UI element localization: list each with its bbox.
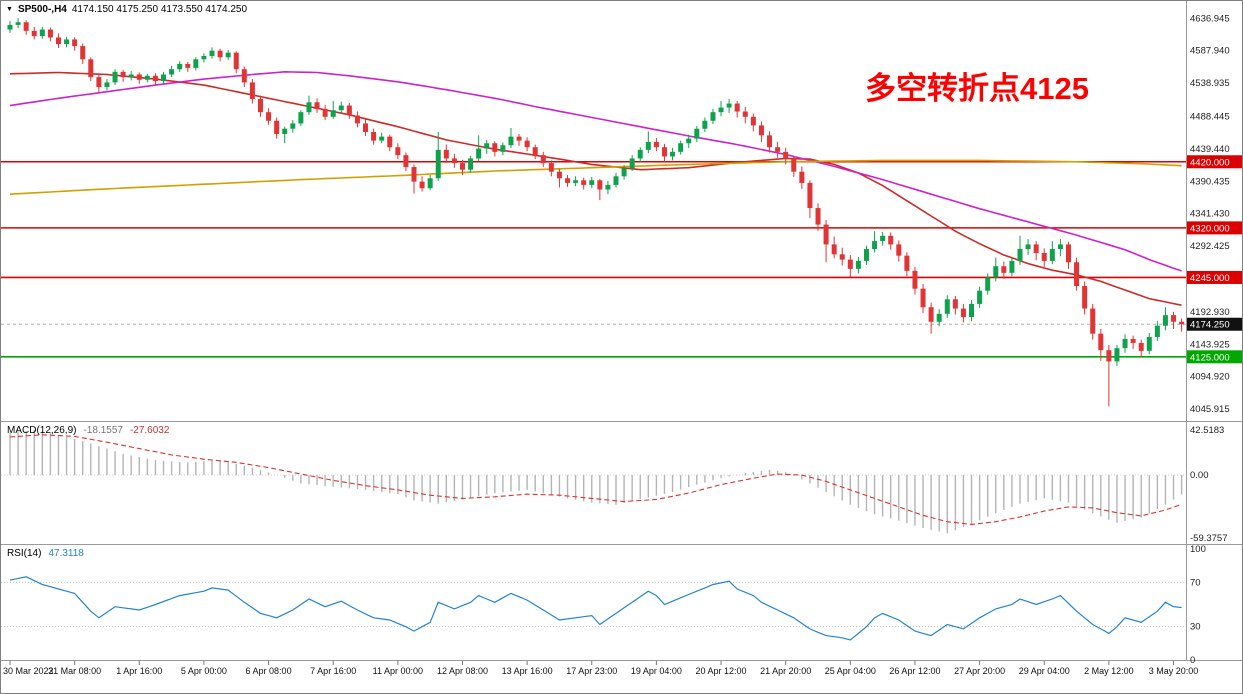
annotation-text: 多空转折点4125 bbox=[865, 71, 1089, 106]
rsi-value: 47.3118 bbox=[48, 548, 84, 559]
svg-text:42.5183: 42.5183 bbox=[1190, 425, 1224, 436]
svg-text:30: 30 bbox=[1190, 622, 1201, 633]
svg-text:4636.945: 4636.945 bbox=[1190, 13, 1230, 24]
svg-text:2 May 12:00: 2 May 12:00 bbox=[1084, 666, 1134, 676]
svg-text:26 Apr 12:00: 26 Apr 12:00 bbox=[889, 666, 940, 676]
svg-text:5 Apr 00:00: 5 Apr 00:00 bbox=[181, 666, 227, 676]
svg-text:30 Mar 2022: 30 Mar 2022 bbox=[3, 666, 54, 676]
rsi-line bbox=[9, 576, 1182, 641]
date-axis-labels: 30 Mar 202231 Mar 08:00 1 Apr 16:00 5 Apr … bbox=[3, 661, 1198, 676]
svg-text:100: 100 bbox=[1190, 544, 1206, 555]
svg-text:4125.000: 4125.000 bbox=[1190, 352, 1230, 363]
price-axis[interactable] bbox=[1187, 1, 1243, 661]
moving-averages bbox=[9, 70, 1182, 306]
macd-histogram bbox=[9, 430, 1183, 534]
ma-slow-orange-line bbox=[9, 159, 1182, 195]
svg-text:6 Apr 08:00: 6 Apr 08:00 bbox=[246, 666, 292, 676]
svg-text:7 Apr 16:00: 7 Apr 16:00 bbox=[310, 666, 356, 676]
rsi-levels bbox=[1, 581, 1186, 628]
svg-text:4488.445: 4488.445 bbox=[1190, 112, 1230, 123]
svg-text:3 May 20:00: 3 May 20:00 bbox=[1149, 666, 1199, 676]
svg-text:4245.000: 4245.000 bbox=[1190, 273, 1230, 284]
svg-text:4320.000: 4320.000 bbox=[1190, 223, 1230, 234]
svg-text:4192.930: 4192.930 bbox=[1190, 307, 1230, 318]
macd-signal-value: -27.6032 bbox=[129, 425, 170, 436]
svg-text:4292.425: 4292.425 bbox=[1190, 241, 1230, 252]
pane-separators bbox=[1, 1, 1242, 661]
svg-text:0: 0 bbox=[1190, 655, 1195, 666]
symbol-header: ▼ SP500-,H4 4174.150 4175.250 4173.550 4… bbox=[6, 4, 247, 15]
rsi-axis-labels: 100 70 30 0 bbox=[1190, 544, 1206, 666]
svg-text:4094.920: 4094.920 bbox=[1190, 372, 1230, 383]
svg-text:11 Apr 00:00: 11 Apr 00:00 bbox=[373, 666, 423, 676]
svg-text:29 Apr 04:00: 29 Apr 04:00 bbox=[1019, 666, 1070, 676]
horizontal-levels bbox=[1, 160, 1186, 358]
svg-text:4174.250: 4174.250 bbox=[1190, 320, 1230, 331]
symbol-dropdown-icon[interactable]: ▼ bbox=[6, 6, 13, 13]
svg-text:12 Apr 08:00: 12 Apr 08:00 bbox=[437, 666, 488, 676]
svg-text:31 Mar 08:00: 31 Mar 08:00 bbox=[48, 666, 101, 676]
svg-text:27 Apr 20:00: 27 Apr 20:00 bbox=[954, 666, 1005, 676]
macd-axis-labels: 42.5183 0.00 -59.3757 bbox=[1190, 425, 1228, 544]
svg-text:-59.3757: -59.3757 bbox=[1190, 533, 1228, 544]
macd-signal-line bbox=[9, 434, 1182, 525]
svg-text:4390.435: 4390.435 bbox=[1190, 176, 1230, 187]
svg-text:13 Apr 16:00: 13 Apr 16:00 bbox=[502, 666, 553, 676]
candles-layer bbox=[7, 18, 1185, 407]
svg-text:0.00: 0.00 bbox=[1190, 470, 1209, 481]
time-axis[interactable] bbox=[1, 661, 1243, 694]
rsi-indicator-label: RSI(14) 47.3118 bbox=[7, 548, 84, 559]
svg-text:4420.000: 4420.000 bbox=[1190, 157, 1230, 168]
svg-text:4341.430: 4341.430 bbox=[1190, 209, 1230, 220]
svg-text:19 Apr 04:00: 19 Apr 04:00 bbox=[631, 666, 682, 676]
ma-fast-red-line bbox=[9, 71, 1182, 306]
svg-text:4538.935: 4538.935 bbox=[1190, 78, 1230, 89]
svg-text:20 Apr 12:00: 20 Apr 12:00 bbox=[696, 666, 747, 676]
svg-text:4587.940: 4587.940 bbox=[1190, 46, 1230, 57]
svg-text:4439.440: 4439.440 bbox=[1190, 144, 1230, 155]
price-axis-boxes: 4420.000 4320.000 4245.000 4125.000 4174.250 bbox=[1187, 155, 1242, 364]
ohlc-values: 4174.150 4175.250 4173.550 4174.250 bbox=[71, 4, 248, 15]
svg-text:4143.925: 4143.925 bbox=[1190, 339, 1230, 350]
price-axis-labels: 4636.945 4587.940 4538.935 4488.445 4439.440… bbox=[1190, 13, 1230, 415]
symbol-timeframe-label: SP500-,H4 bbox=[17, 4, 67, 15]
ma-mid-magenta-line bbox=[9, 70, 1182, 272]
svg-text:1 Apr 16:00: 1 Apr 16:00 bbox=[116, 666, 162, 676]
svg-text:21 Apr 20:00: 21 Apr 20:00 bbox=[760, 666, 811, 676]
svg-text:25 Apr 04:00: 25 Apr 04:00 bbox=[825, 666, 876, 676]
macd-name: MACD(12,26,9) bbox=[7, 425, 77, 436]
svg-text:4045.915: 4045.915 bbox=[1190, 404, 1230, 415]
macd-main-value: -18.1557 bbox=[83, 425, 123, 436]
rsi-name: RSI(14) bbox=[7, 548, 42, 559]
svg-text:70: 70 bbox=[1190, 577, 1201, 588]
macd-indicator-label: MACD(12,26,9) -18.1557 -27.6032 bbox=[7, 425, 169, 436]
svg-text:17 Apr 23:00: 17 Apr 23:00 bbox=[566, 666, 617, 676]
